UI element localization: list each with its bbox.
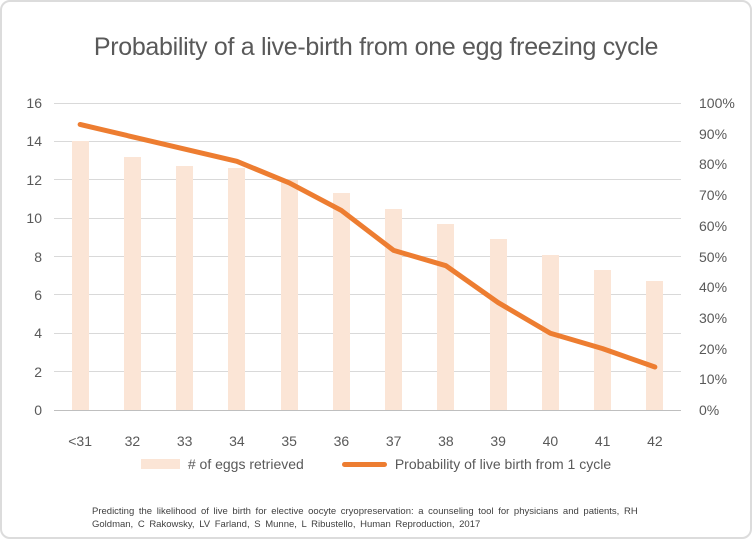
x-axis-tick-label: 38 xyxy=(438,433,454,449)
gridline xyxy=(54,179,681,181)
y-axis-right-tick-label: 80% xyxy=(699,156,728,173)
citation-line-1: Predicting the likelihood of live birth … xyxy=(92,506,638,517)
x-axis-tick-label: 36 xyxy=(333,433,350,449)
y-axis-left-tick-label: 6 xyxy=(34,286,42,303)
bar-eggs-retrieved xyxy=(646,281,664,410)
probability-line xyxy=(77,121,658,370)
bar-eggs-retrieved xyxy=(594,269,612,410)
y-axis-right-tick-label: 30% xyxy=(699,309,728,326)
y-axis-left-tick-label: 10 xyxy=(26,210,42,227)
y-axis-left-tick-label: 2 xyxy=(34,363,42,380)
gridline xyxy=(54,217,681,219)
x-axis-line xyxy=(54,409,681,411)
y-axis-right-tick-label: 0% xyxy=(699,402,720,418)
citation-line-2: Goldman, C Rakowsky, LV Farland, S Munne… xyxy=(92,519,481,530)
y-axis-left-tick-label: 14 xyxy=(26,133,42,150)
bar-eggs-retrieved xyxy=(123,156,141,410)
bar-series-swatch-icon xyxy=(140,459,180,469)
legend-item-eggs-retrieved: # of eggs retrieved xyxy=(140,456,304,472)
source-citation: Predicting the likelihood of live birth … xyxy=(92,505,682,531)
y-axis-left-tick-label: 8 xyxy=(34,248,42,265)
y-axis-left-tick-label: 12 xyxy=(26,171,42,188)
line-series-swatch-icon xyxy=(341,461,387,467)
bar-eggs-retrieved xyxy=(176,166,194,410)
x-axis-tick-label: 42 xyxy=(647,433,663,449)
x-axis-tick-label: 33 xyxy=(176,433,193,449)
bar-eggs-retrieved xyxy=(489,239,507,410)
legend-item-live-birth-probability: Probability of live birth from 1 cycle xyxy=(341,456,612,472)
legend-label-live-birth-probability: Probability of live birth from 1 cycle xyxy=(394,456,612,472)
x-axis-tick-label: 34 xyxy=(229,433,245,449)
x-axis-tick-label: 39 xyxy=(490,433,506,449)
bar-eggs-retrieved xyxy=(541,254,559,410)
gridline xyxy=(54,332,681,334)
x-axis-tick-label: 37 xyxy=(385,433,402,449)
x-axis-tick-label: <31 xyxy=(68,433,92,449)
bar-eggs-retrieved xyxy=(280,179,298,410)
y-axis-right-tick-label: 50% xyxy=(699,248,728,265)
x-axis-tick-label: 40 xyxy=(542,433,559,449)
gridline xyxy=(54,102,681,104)
y-axis-left-tick-label: 0 xyxy=(34,402,42,418)
legend-label-eggs-retrieved: # of eggs retrieved xyxy=(187,456,304,472)
bar-eggs-retrieved xyxy=(437,223,455,410)
bar-eggs-retrieved xyxy=(385,208,403,410)
legend: # of eggs retrieved Probability of live … xyxy=(2,456,750,472)
gridline xyxy=(54,294,681,296)
y-axis-right-tick-label: 100% xyxy=(699,95,735,111)
bar-eggs-retrieved xyxy=(71,141,89,410)
y-axis-right-tick-label: 20% xyxy=(699,340,728,357)
x-axis-tick-label: 35 xyxy=(281,433,297,449)
x-axis-tick-label: 41 xyxy=(594,433,611,449)
x-axis-tick-label: 32 xyxy=(124,433,141,449)
y-axis-left-tick-label: 16 xyxy=(26,95,42,111)
y-axis-right-tick-label: 40% xyxy=(699,279,728,296)
y-axis-left-tick-label: 4 xyxy=(34,325,42,342)
y-axis-right-tick-label: 10% xyxy=(699,371,728,388)
bar-eggs-retrieved xyxy=(228,168,246,410)
bar-eggs-retrieved xyxy=(332,193,350,410)
y-axis-right-tick-label: 70% xyxy=(699,187,728,204)
gridline xyxy=(54,371,681,373)
y-axis-right-tick-label: 60% xyxy=(699,217,728,234)
y-axis-right-tick-label: 90% xyxy=(699,125,728,142)
chart-title: Probability of a live-birth from one egg… xyxy=(93,33,659,61)
gridline xyxy=(54,256,681,257)
gridline xyxy=(54,140,681,142)
